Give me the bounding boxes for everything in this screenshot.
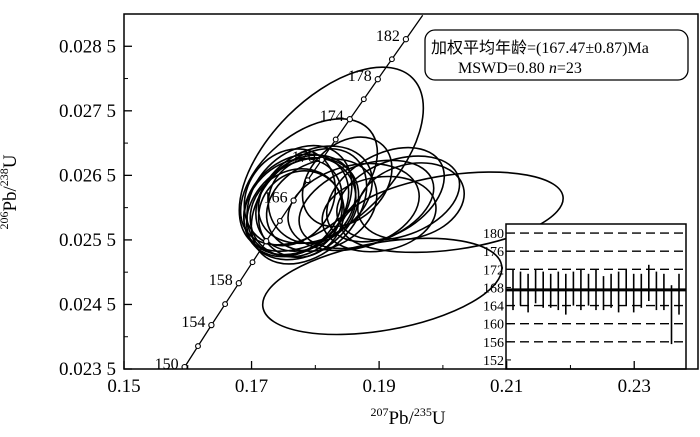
concordia-minor-marker [276, 217, 283, 224]
y-axis: 0.023 5 0.024 5 0.025 5 0.026 5 0.027 5 0.028… [59, 36, 132, 380]
annotation-box: 加权平均年龄=(167.47±0.87)Ma MSWD=0.80 n=23 [424, 29, 689, 81]
concordia-age-marker [290, 197, 297, 204]
concordia-age-marker [374, 76, 381, 83]
concordia-minor-marker [332, 136, 339, 143]
concordia-age-marker [263, 238, 270, 245]
x-axis-label: 207Pb/235U [370, 405, 445, 429]
error-ellipse [341, 171, 564, 254]
concordia-minor-marker [388, 56, 395, 63]
x-tick-label: 0.17 [235, 376, 268, 397]
concordia-age-label: 178 [348, 68, 372, 85]
concordia-age-label: 174 [320, 108, 344, 125]
concordia-age-label: 166 [264, 190, 288, 207]
y-label-sup1: 206 [0, 212, 11, 230]
y-tick-label: 0.026 5 [59, 165, 116, 186]
mswd-text: MSWD=0.80 n=23 [458, 60, 582, 77]
concordia-age-label: 170 [292, 149, 316, 166]
error-ellipse [261, 237, 503, 336]
inset-tick-label: 168 [483, 281, 504, 296]
weighted-mean-age-text: 加权平均年龄=(167.47±0.87)Ma [431, 39, 649, 57]
concordia-age-marker [402, 36, 410, 43]
x-tick-label: 0.15 [107, 376, 140, 397]
annotation-box-border [424, 29, 689, 81]
inset-error-bars [506, 264, 686, 345]
x-axis: 0.15 0.17 0.19 0.21 0.23 [107, 361, 699, 397]
x-tick-label: 0.19 [362, 376, 395, 397]
concordia-age-marker [181, 363, 188, 369]
ellipses-layer [238, 66, 564, 336]
x-tick-label: 0.23 [618, 376, 651, 397]
concordia-minor-marker [249, 259, 256, 266]
y-tick-label: 0.024 5 [59, 294, 116, 315]
inset-tick-label: 176 [483, 245, 504, 260]
y-axis-label: 206Pb/238U [0, 154, 21, 229]
error-ellipse [356, 162, 466, 241]
plot-frame [123, 13, 699, 370]
n-symbol: n [549, 60, 557, 77]
x-label-sup1: 207 [370, 405, 388, 419]
error-ellipse [238, 66, 425, 253]
y-tick-label: 0.023 5 [59, 359, 116, 380]
y-tick-label: 0.028 5 [59, 36, 116, 57]
concordia-age-marker [235, 280, 242, 287]
concordia-minor-marker [304, 177, 311, 184]
inset-tick-label: 156 [483, 336, 504, 351]
y-label-sup2: 238 [0, 168, 11, 186]
x-label-end: U [432, 408, 446, 429]
inset-tick-label: 180 [483, 227, 504, 242]
concordia-age-marker [346, 116, 353, 123]
concordia-age-label: 182 [376, 28, 400, 45]
inset-y-ticks: 152 156 160 164 168 172 176 180 [483, 227, 511, 369]
error-ellipse [267, 156, 357, 245]
x-label-sup2: 235 [414, 405, 432, 419]
inset-tick-label: 160 [483, 318, 504, 333]
error-ellipse [298, 159, 435, 250]
concordia-age-marker [208, 321, 215, 329]
y-tick-label: 0.027 5 [59, 101, 116, 122]
concordia-minor-marker [360, 96, 367, 103]
concordia-age-label: 150 [155, 356, 179, 373]
inset-tick-label: 164 [483, 300, 504, 315]
x-label-main: Pb/ [388, 408, 414, 429]
concordia-minor-marker [222, 301, 229, 308]
inset-tick-label: 172 [483, 263, 504, 278]
concordia-age-marker [318, 156, 325, 164]
error-ellipse [336, 155, 461, 241]
concordia-curve [182, 14, 424, 369]
concordia-minor-marker [195, 343, 201, 350]
concordia-age-label: 158 [209, 272, 233, 289]
concordia-age-label: 154 [181, 314, 205, 331]
y-label-main: Pb/ [0, 185, 21, 211]
y-label-end: U [0, 154, 21, 168]
concordia-curve-layer: 150 154 158 166 170 174 178 182 [155, 14, 424, 373]
error-ellipse [301, 136, 393, 228]
inset-chart: 152 156 160 164 168 172 176 180 [483, 223, 687, 370]
error-ellipse [287, 162, 420, 252]
mswd-prefix: MSWD=0.80 [458, 60, 549, 77]
x-tick-label: 0.21 [490, 376, 523, 397]
y-tick-label: 0.025 5 [59, 230, 116, 251]
inset-tick-label: 152 [483, 354, 504, 369]
error-ellipse [250, 147, 368, 265]
n-value: =23 [557, 60, 582, 77]
